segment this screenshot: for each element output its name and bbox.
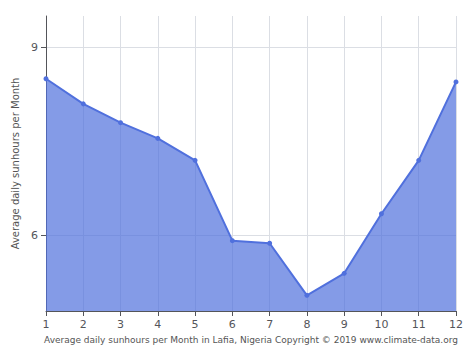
svg-text:11: 11 (412, 318, 426, 331)
svg-text:4: 4 (154, 318, 161, 331)
svg-text:8: 8 (303, 318, 310, 331)
svg-text:3: 3 (117, 318, 124, 331)
svg-text:9: 9 (341, 318, 348, 331)
svg-text:6: 6 (31, 229, 38, 242)
svg-text:1: 1 (43, 318, 50, 331)
svg-text:6: 6 (229, 318, 236, 331)
svg-text:2: 2 (80, 318, 87, 331)
svg-text:Average daily sunhours per Mon: Average daily sunhours per Month (10, 78, 21, 250)
svg-text:10: 10 (374, 318, 388, 331)
svg-text:9: 9 (31, 41, 38, 54)
svg-text:12: 12 (449, 318, 463, 331)
svg-text:7: 7 (266, 318, 273, 331)
svg-text:Average daily sunhours per Mon: Average daily sunhours per Month in Lafi… (44, 335, 458, 345)
svg-text:5: 5 (192, 318, 199, 331)
